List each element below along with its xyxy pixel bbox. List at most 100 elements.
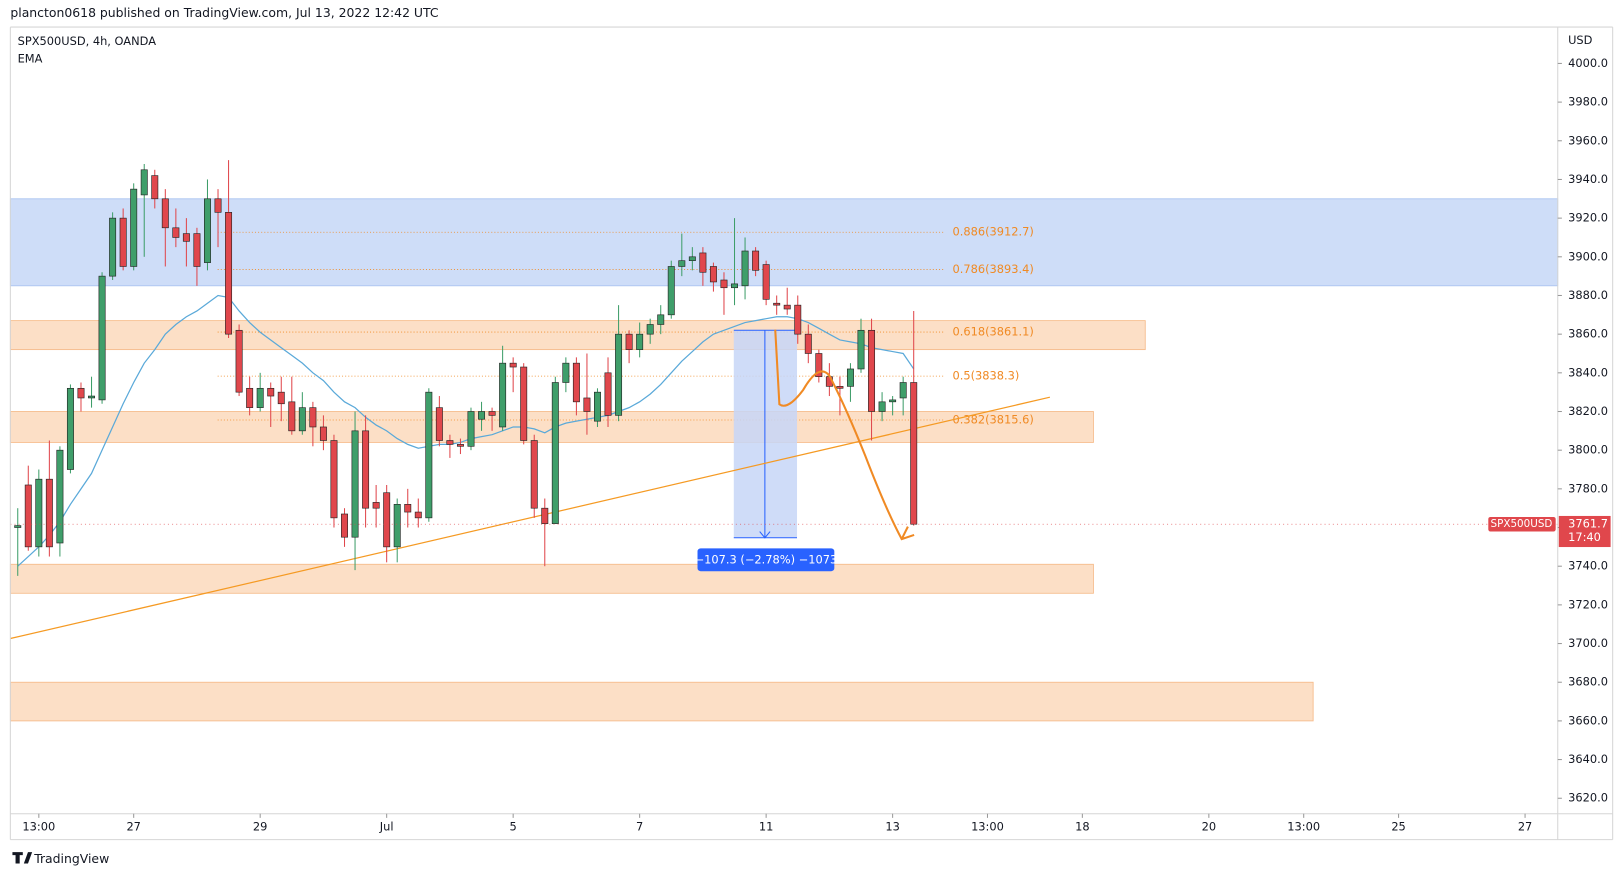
candle-body [551, 382, 559, 524]
candle-body [878, 401, 886, 412]
x-tick-label: Jul [379, 820, 394, 834]
candle-body [731, 283, 738, 289]
candle-body [330, 440, 338, 519]
candle-body [109, 217, 117, 277]
hand-drawn-path [774, 329, 915, 541]
candle-body [741, 250, 749, 287]
y-tick-label: 3980.0 [1568, 95, 1608, 109]
candle-body [646, 324, 654, 335]
measure-label: −107.3 (−2.78%) −1073 [695, 552, 838, 566]
x-tick-label: 27 [1518, 820, 1533, 834]
candle-body [667, 266, 675, 316]
candle-body [319, 426, 327, 441]
candle-body [846, 368, 854, 387]
x-tick-label: 13:00 [971, 820, 1004, 834]
y-tick-label: 3880.0 [1568, 288, 1608, 302]
candle-body [804, 333, 812, 354]
fib-label: 0.786(3893.4) [952, 262, 1033, 276]
price-tag-value: 3761.7 [1568, 517, 1608, 531]
candle-body [794, 304, 802, 335]
x-tick-label: 7 [636, 820, 643, 834]
y-tick-label: 3800.0 [1568, 443, 1608, 457]
candle-body [341, 513, 348, 538]
y-tick-label: 3900.0 [1568, 249, 1608, 263]
candle-body [182, 233, 190, 242]
candle-body [267, 387, 275, 397]
y-tick-label: 3740.0 [1568, 559, 1608, 573]
y-tick-label: 3840.0 [1568, 365, 1608, 379]
candle-body [77, 387, 85, 399]
candle-body [752, 250, 760, 271]
y-tick-label: 3920.0 [1568, 211, 1608, 225]
candle-body [14, 525, 22, 528]
candle-body [604, 372, 612, 416]
x-tick-label: 20 [1202, 820, 1217, 834]
candle-body [172, 227, 180, 238]
y-tick-label: 3960.0 [1568, 133, 1608, 147]
candle-body [836, 386, 844, 389]
candle-body [45, 478, 53, 548]
fib-label: 0.382(3815.6) [952, 413, 1033, 427]
candle-body [868, 329, 876, 412]
candle-body [699, 252, 707, 273]
candle-body [404, 504, 412, 513]
candle-body [520, 366, 528, 441]
candle-body [414, 511, 422, 519]
zone [9, 681, 1314, 722]
candle-body [594, 391, 601, 422]
y-tick-label: 3780.0 [1568, 481, 1608, 495]
candle-body [362, 430, 370, 509]
candle-body [910, 382, 918, 525]
candle-body [678, 260, 686, 267]
candle-body [783, 304, 791, 310]
candle-body [393, 504, 401, 548]
candle-body [98, 275, 106, 401]
candle-body [499, 362, 507, 428]
candle-body [130, 188, 138, 267]
candle-body [615, 333, 623, 416]
candle-body [509, 362, 517, 368]
candle-body [161, 198, 169, 229]
currency: USD [1568, 33, 1593, 47]
candle-body [657, 314, 665, 325]
x-tick-label: 13:00 [1287, 820, 1320, 834]
x-tick-label: 11 [759, 820, 774, 834]
ema-line [17, 294, 915, 567]
x-tick-label: 29 [253, 820, 268, 834]
candle-body [277, 391, 285, 405]
candle-body [478, 411, 486, 420]
candle-body [625, 333, 633, 350]
candle-body [225, 212, 233, 335]
x-tick-label: 25 [1391, 820, 1406, 834]
x-tick-label: 5 [510, 820, 517, 834]
candle-body [309, 407, 317, 428]
symbol-tag [1488, 516, 1556, 532]
y-tick-label: 4000.0 [1568, 56, 1608, 70]
candle-body [572, 362, 580, 403]
candle-body [688, 256, 696, 261]
candle-body [815, 353, 823, 378]
zone [9, 198, 1559, 287]
candle-body [899, 382, 907, 399]
candle-body [709, 266, 717, 283]
x-tick-label: 13:00 [22, 820, 55, 834]
zone [9, 563, 1094, 594]
candle-body [530, 440, 538, 509]
candle-body [351, 430, 359, 538]
candle-body [140, 169, 148, 196]
candle-body [435, 407, 443, 441]
symbol-line: SPX500USD, 4h, OANDA [18, 34, 157, 48]
candle-body [204, 198, 211, 263]
candle-body [151, 175, 159, 200]
candle-body [583, 397, 591, 412]
candle-body [762, 264, 770, 300]
fib-label: 0.5(3838.3) [952, 369, 1019, 383]
zone [9, 320, 1146, 351]
candle-body [562, 362, 570, 383]
trend-line [10, 396, 1051, 640]
candle-body [56, 449, 64, 544]
measure-label-box [697, 548, 835, 572]
candle-body [24, 484, 32, 548]
candle-body [119, 217, 127, 267]
